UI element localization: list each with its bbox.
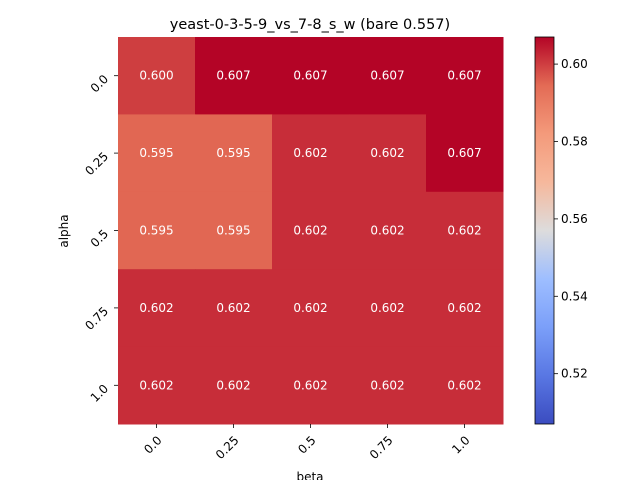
cell-value-label: 0.602 (293, 146, 327, 160)
heatmap-cell (272, 346, 350, 425)
cell-value-label: 0.602 (370, 224, 404, 238)
heatmap-cell (195, 346, 273, 425)
y-axis-ticks: 0.0 0.25 0.5 0.75 1.0 (82, 72, 118, 405)
chart-title: yeast-0-3-5-9_vs_7-8_s_w (bare 0.557) (170, 17, 450, 33)
cell-value-label: 0.607 (447, 69, 481, 83)
heatmap-cell (272, 191, 350, 270)
heatmap-cells (118, 37, 504, 425)
heatmap-cell-labels: 0.600 0.607 0.607 0.607 0.607 0.595 0.595 0.602… (139, 69, 481, 393)
heatmap-cell (349, 191, 427, 270)
x-axis-label: beta (296, 470, 323, 480)
heatmap-cell (349, 346, 427, 425)
cell-value-label: 0.602 (370, 378, 404, 392)
colorbar-tick-label: 0.58 (561, 134, 588, 148)
x-tick-label: 0.75 (367, 433, 396, 462)
heatmap-cell (195, 37, 273, 115)
heatmap-cell (195, 269, 273, 348)
cell-value-label: 0.595 (216, 224, 250, 238)
heatmap-cell (349, 37, 427, 115)
heatmap-cell (118, 346, 196, 425)
cell-value-label: 0.602 (139, 301, 173, 315)
cell-value-label: 0.595 (139, 146, 173, 160)
cell-value-label: 0.607 (447, 146, 481, 160)
colorbar-tick-label: 0.54 (561, 289, 588, 303)
colorbar-tick-label: 0.60 (561, 57, 588, 71)
cell-value-label: 0.607 (293, 69, 327, 83)
cell-value-label: 0.602 (293, 301, 327, 315)
colorbar-ticks: 0.52 0.54 0.56 0.58 0.60 (554, 57, 588, 381)
x-axis-ticks: 0.0 0.25 0.5 0.75 1.0 (141, 424, 473, 462)
colorbar (534, 36, 555, 425)
cell-value-label: 0.600 (139, 69, 173, 83)
heatmap-cell (118, 114, 196, 193)
cell-value-label: 0.607 (216, 69, 250, 83)
heatmap-cell (349, 114, 427, 193)
cell-value-label: 0.602 (447, 301, 481, 315)
cell-value-label: 0.602 (447, 378, 481, 392)
x-tick-label: 0.0 (141, 433, 164, 456)
x-tick-label: 0.5 (295, 433, 318, 456)
cell-value-label: 0.602 (293, 224, 327, 238)
heatmap-cell (349, 269, 427, 348)
y-tick-label: 1.0 (88, 382, 111, 405)
x-tick-label: 1.0 (449, 433, 472, 456)
heatmap-cell (426, 114, 504, 193)
y-tick-label: 0.0 (88, 72, 111, 95)
cell-value-label: 0.602 (293, 378, 327, 392)
heatmap-cell (195, 114, 273, 193)
heatmap-cell (426, 37, 504, 115)
heatmap-cell (272, 114, 350, 193)
x-tick-label: 0.25 (213, 433, 242, 462)
cell-value-label: 0.602 (370, 146, 404, 160)
cell-value-label: 0.595 (139, 224, 173, 238)
y-axis-label: alpha (57, 214, 71, 247)
heatmap-cell (272, 269, 350, 348)
heatmap-cell (118, 37, 196, 115)
heatmap-cell (118, 269, 196, 348)
cell-value-label: 0.602 (216, 301, 250, 315)
cell-value-label: 0.602 (370, 301, 404, 315)
cell-value-label: 0.595 (216, 146, 250, 160)
heatmap-cell (426, 269, 504, 348)
heatmap-cell (195, 191, 273, 270)
colorbar-tick-label: 0.56 (561, 212, 588, 226)
y-tick-label: 0.25 (82, 149, 111, 178)
heatmap-cell (426, 346, 504, 425)
y-tick-label: 0.5 (88, 227, 111, 250)
cell-value-label: 0.602 (216, 378, 250, 392)
heatmap-cell (272, 37, 350, 115)
cell-value-label: 0.602 (139, 378, 173, 392)
heatmap-cell (118, 191, 196, 270)
heatmap-cell (426, 191, 504, 270)
colorbar-tick-label: 0.52 (561, 367, 588, 381)
cell-value-label: 0.602 (447, 224, 481, 238)
y-tick-label: 0.75 (82, 304, 111, 333)
cell-value-label: 0.607 (370, 69, 404, 83)
